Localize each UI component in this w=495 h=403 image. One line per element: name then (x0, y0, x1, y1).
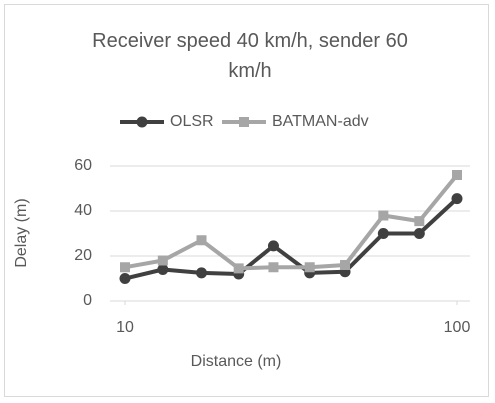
marker (233, 263, 244, 274)
y-tick-label: 0 (83, 292, 92, 309)
marker (157, 264, 169, 275)
y-axis-title: Delay (m) (13, 198, 30, 267)
x-axis-title: Distance (m) (191, 353, 282, 370)
marker (414, 216, 425, 227)
legend-label: BATMAN-adv (272, 113, 369, 130)
legend-marker (239, 117, 249, 127)
x-tick-label: 10 (116, 319, 134, 336)
marker (196, 235, 207, 246)
legend-marker (136, 116, 148, 128)
marker (304, 262, 315, 273)
y-tick-label: 60 (74, 157, 92, 174)
marker (451, 193, 463, 205)
marker (377, 228, 389, 239)
marker (267, 240, 279, 252)
y-tick-label: 40 (74, 202, 92, 219)
marker (157, 255, 168, 266)
marker (119, 273, 131, 284)
marker (413, 228, 425, 239)
legend-label: OLSR (170, 113, 214, 130)
marker (452, 170, 462, 180)
marker (340, 260, 351, 270)
series-line (124, 173, 459, 271)
marker (268, 262, 279, 273)
series-line (124, 197, 459, 281)
y-tick-label: 20 (74, 247, 92, 264)
marker (196, 267, 208, 279)
x-tick-label: 100 (444, 319, 471, 336)
chart-frame (4, 4, 489, 397)
chart-title: Receiver speed 40 km/h, sender 60 km/h (92, 30, 408, 82)
marker (120, 262, 130, 273)
marker (378, 210, 389, 221)
